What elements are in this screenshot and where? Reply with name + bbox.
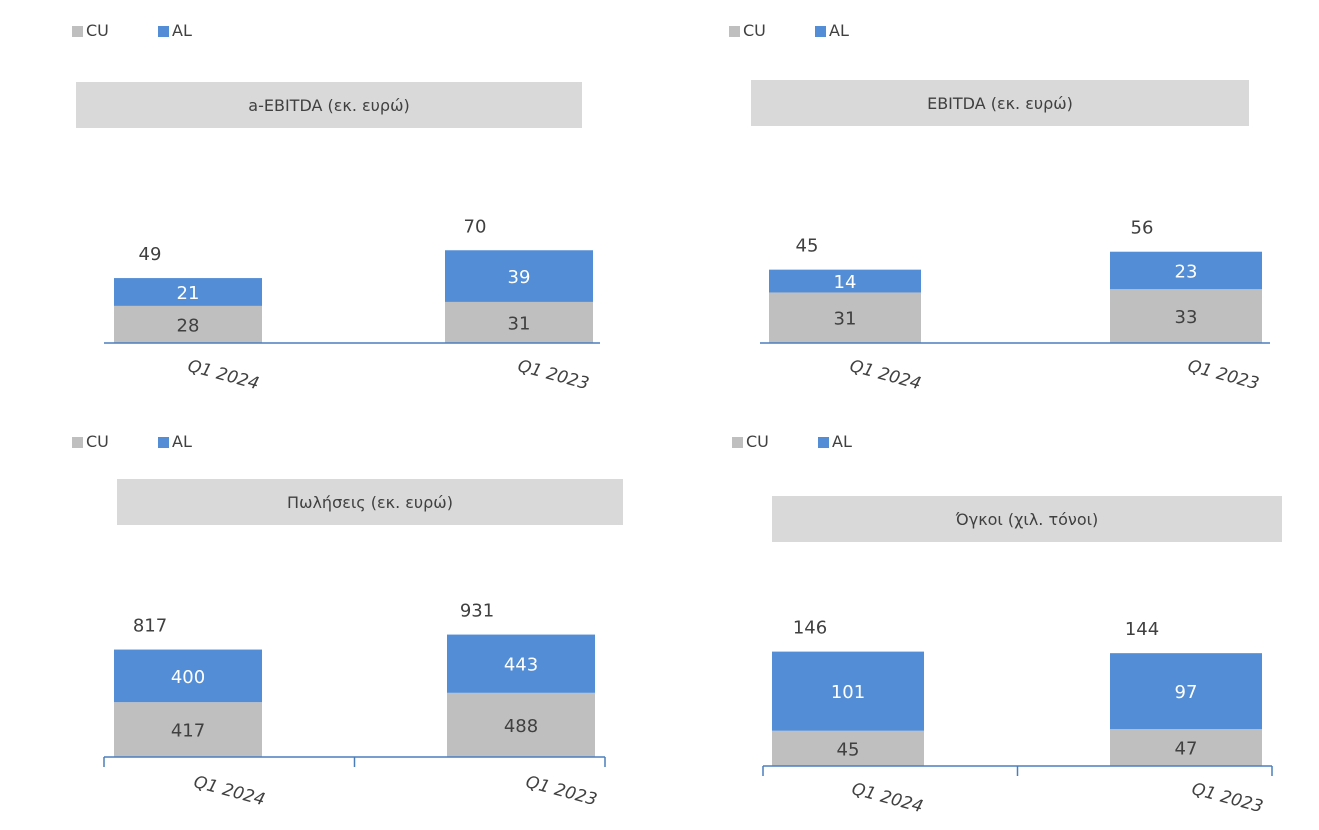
data-label-al-1: 97 [1175, 682, 1198, 703]
bar-cu-0 [772, 730, 924, 766]
bar-cu-0 [769, 292, 921, 343]
chart-panel-volumes: CU AL Όγκοι (χιλ. τόνοι) 45 101 146 Q1 2024 47 9… [660, 423, 1319, 830]
chart-title-box [751, 80, 1249, 126]
bar-cu-1 [1110, 289, 1262, 343]
category-label-0: Q1 2024 [850, 779, 926, 817]
total-label-1: 144 [1125, 619, 1159, 640]
category-label-1: Q1 2023 [1186, 356, 1262, 394]
data-label-cu-0: 45 [837, 739, 860, 760]
legend-label-cu: CU [746, 432, 769, 451]
category-label-1: Q1 2023 [524, 772, 600, 810]
bar-cu-0 [114, 702, 262, 757]
chart-title: a-EBITDA (εκ. ευρώ) [248, 96, 409, 115]
bar-al-1 [1110, 251, 1262, 290]
data-label-al-1: 443 [504, 655, 538, 676]
legend-label-al: AL [832, 432, 852, 451]
legend-label-cu: CU [86, 432, 109, 451]
chart-panel-ebitda: CU AL EBITDA (εκ. ευρώ) 31 14 45 Q1 2024 33 23 56… [660, 0, 1319, 423]
legend-label-al: AL [172, 21, 192, 40]
data-label-al-0: 101 [831, 682, 865, 703]
bar-al-1 [445, 250, 593, 302]
chart-title: EBITDA (εκ. ευρώ) [927, 94, 1073, 113]
legend-swatch-al [158, 437, 169, 448]
bar-al-0 [114, 649, 262, 703]
total-label-1: 56 [1131, 218, 1154, 239]
bar-al-0 [114, 278, 262, 306]
data-label-al-0: 400 [171, 667, 205, 688]
legend-swatch-cu [72, 26, 83, 37]
chart-title: Πωλήσεις (εκ. ευρώ) [287, 493, 453, 512]
data-label-al-1: 23 [1175, 261, 1198, 282]
chart-title-box [117, 479, 623, 525]
bar-al-0 [769, 269, 921, 293]
data-label-cu-1: 33 [1175, 307, 1198, 328]
chart-volumes: CU AL Όγκοι (χιλ. τόνοι) 45 101 146 Q1 2024 47 9… [732, 432, 1282, 817]
total-label-0: 817 [133, 616, 167, 637]
data-label-al-0: 14 [834, 272, 857, 293]
bar-al-0 [772, 651, 924, 731]
category-label-0: Q1 2024 [186, 356, 262, 394]
bar-al-1 [447, 634, 595, 693]
legend-swatch-cu [729, 26, 740, 37]
legend-label-al: AL [172, 432, 192, 451]
legend-swatch-cu [732, 437, 743, 448]
bar-al-1 [1110, 653, 1262, 730]
category-label-0: Q1 2024 [192, 772, 268, 810]
total-label-0: 49 [139, 244, 162, 265]
chart-panel-sales: CU AL Πωλήσεις (εκ. ευρώ) 417 400 817 Q1 2024 4… [0, 423, 660, 830]
chart-title: Όγκοι (χιλ. τόνοι) [955, 510, 1099, 529]
category-label-1: Q1 2023 [1190, 779, 1266, 817]
data-label-cu-0: 417 [171, 721, 205, 742]
bar-cu-1 [445, 301, 593, 343]
data-label-cu-1: 31 [508, 313, 531, 334]
chart-ebitda: CU AL EBITDA (εκ. ευρώ) 31 14 45 Q1 2024 33 23 56… [729, 21, 1270, 394]
legend-label-al: AL [829, 21, 849, 40]
chart-title-box [76, 82, 582, 128]
bar-cu-1 [1110, 729, 1262, 766]
data-label-cu-0: 31 [834, 309, 857, 330]
legend-swatch-al [158, 26, 169, 37]
total-label-1: 70 [464, 216, 487, 237]
chart-title-box [772, 496, 1282, 542]
chart-panel-a-ebitda: CU AL a-EBITDA (εκ. ευρώ) 28 21 49 Q1 2024 31 39… [0, 0, 660, 423]
data-label-cu-1: 488 [504, 716, 538, 737]
total-label-0: 45 [796, 236, 819, 257]
chart-sales: CU AL Πωλήσεις (εκ. ευρώ) 417 400 817 Q1 2024 4… [72, 432, 623, 810]
chart-a-ebitda: CU AL a-EBITDA (εκ. ευρώ) 28 21 49 Q1 2024 31 39… [72, 21, 600, 394]
legend-label-cu: CU [86, 21, 109, 40]
bar-cu-0 [114, 305, 262, 343]
data-label-cu-0: 28 [177, 315, 200, 336]
data-label-cu-1: 47 [1175, 739, 1198, 760]
data-label-al-1: 39 [508, 267, 531, 288]
bar-cu-1 [447, 692, 595, 757]
data-label-al-0: 21 [177, 283, 200, 304]
total-label-1: 931 [460, 601, 494, 622]
category-label-0: Q1 2024 [848, 356, 924, 394]
total-label-0: 146 [793, 618, 827, 639]
legend-label-cu: CU [743, 21, 766, 40]
legend-swatch-al [815, 26, 826, 37]
category-label-1: Q1 2023 [516, 356, 592, 394]
legend-swatch-cu [72, 437, 83, 448]
legend-swatch-al [818, 437, 829, 448]
